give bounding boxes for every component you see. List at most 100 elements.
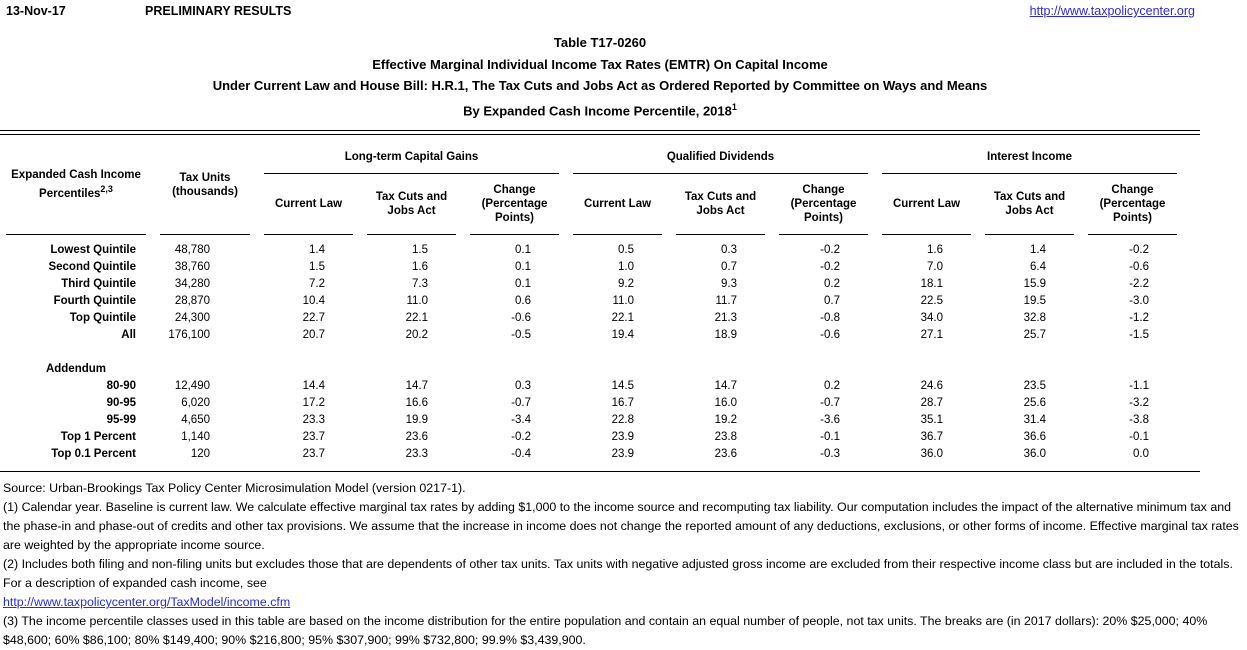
rate-cell: 28.7 bbox=[920, 397, 943, 410]
rate-cell: 0.0 bbox=[1133, 448, 1149, 461]
table-row: 80-90 12,490 14.4 14.7 0.3 14.5 14.7 0.2 24.6 23.… bbox=[6, 378, 1177, 395]
tax-units-cell bbox=[160, 361, 250, 378]
rate-cell: 1.5 bbox=[309, 261, 325, 274]
rate-cell: 19.4 bbox=[611, 329, 634, 342]
rate-cell: 14.7 bbox=[405, 380, 428, 393]
rate-cell: -0.5 bbox=[511, 329, 531, 342]
rate-cell: -0.2 bbox=[1129, 244, 1149, 257]
tax-units-cell: 12,490 bbox=[174, 380, 210, 393]
rate-cell bbox=[367, 361, 456, 378]
rate-cell: 1.4 bbox=[1030, 244, 1046, 257]
rate-cell: -3.8 bbox=[1129, 414, 1149, 427]
rate-cell: -1.5 bbox=[1129, 329, 1149, 342]
rate-cell: 20.2 bbox=[405, 329, 428, 342]
date-label: 13-Nov-17 bbox=[6, 4, 66, 18]
tax-units-cell: 1,140 bbox=[181, 431, 210, 444]
table-row: Third Quintile 34,280 7.2 7.3 0.1 9.2 9.3 0.2 18… bbox=[6, 276, 1177, 293]
rate-cell bbox=[676, 361, 765, 378]
rate-cell: -0.2 bbox=[511, 431, 531, 444]
rate-cell: 36.0 bbox=[920, 448, 943, 461]
row-label: 80-90 bbox=[106, 380, 136, 393]
rate-cell: 19.9 bbox=[405, 414, 428, 427]
tax-units-header-line1: Tax Units bbox=[179, 171, 231, 184]
interest-tcja-header: Tax Cuts and Jobs Act bbox=[985, 174, 1074, 236]
rate-cell: 21.3 bbox=[714, 312, 737, 325]
rate-cell: 22.5 bbox=[920, 295, 943, 308]
rate-cell: 23.7 bbox=[302, 431, 325, 444]
rate-cell: 16.0 bbox=[714, 397, 737, 410]
rate-cell: 0.2 bbox=[824, 380, 840, 393]
taxpolicycenter-link[interactable]: http://www.taxpolicycenter.org bbox=[1029, 4, 1195, 18]
table-number: Table T17-0260 bbox=[553, 35, 647, 50]
rate-cell: 0.1 bbox=[515, 278, 531, 291]
rate-cell: -0.1 bbox=[820, 431, 840, 444]
rate-cell: -0.6 bbox=[511, 312, 531, 325]
rate-cell: -0.7 bbox=[820, 397, 840, 410]
rate-cell: -3.2 bbox=[1129, 397, 1149, 410]
ltcg-change-header: Change (Percentage Points) bbox=[470, 174, 559, 236]
table-row bbox=[6, 344, 1177, 361]
qd-current-law-header: Current Law bbox=[573, 174, 662, 236]
tax-units-cell: 34,280 bbox=[174, 278, 210, 291]
tax-units-cell: 6,020 bbox=[181, 397, 210, 410]
rate-cell: 35.1 bbox=[920, 414, 943, 427]
sub-header-row: Current Law Tax Cuts and Jobs Act Change… bbox=[6, 174, 1177, 236]
tax-units-cell: 176,100 bbox=[168, 329, 210, 342]
section-label: Addendum bbox=[45, 363, 106, 376]
row-label: Second Quintile bbox=[48, 261, 136, 274]
rate-cell: 16.6 bbox=[405, 397, 428, 410]
rate-cell: -3.4 bbox=[511, 414, 531, 427]
rate-cell: 23.5 bbox=[1023, 380, 1046, 393]
income-definition-link[interactable]: http://www.taxpolicycenter.org/TaxModel/… bbox=[3, 595, 291, 610]
table-row: Top Quintile 24,300 22.7 22.1 -0.6 22.1 21.3 -0… bbox=[6, 310, 1177, 327]
row-label: 90-95 bbox=[106, 397, 136, 410]
interest-change-header: Change (Percentage Points) bbox=[1088, 174, 1177, 236]
title-block: Table T17-0260 Effective Marginal Indivi… bbox=[0, 32, 1200, 121]
rate-cell: 31.4 bbox=[1023, 414, 1046, 427]
rate-cell: 36.0 bbox=[1023, 448, 1046, 461]
rate-cell: 17.2 bbox=[302, 397, 325, 410]
rate-cell bbox=[573, 361, 662, 378]
row-label: 95-99 bbox=[106, 414, 136, 427]
row-label: Top 0.1 Percent bbox=[51, 448, 136, 461]
tax-units-cell: 24,300 bbox=[174, 312, 210, 325]
rate-cell: -0.4 bbox=[511, 448, 531, 461]
rate-cell: 11.7 bbox=[715, 295, 737, 308]
row-label: All bbox=[121, 329, 136, 342]
qd-change-header: Change (Percentage Points) bbox=[779, 174, 868, 236]
rate-cell: 23.3 bbox=[302, 414, 325, 427]
title-line-2: Effective Marginal Individual Income Tax… bbox=[372, 56, 828, 72]
rate-cell: 25.6 bbox=[1023, 397, 1046, 410]
rate-cell: 32.8 bbox=[1023, 312, 1046, 325]
rate-cell: 14.5 bbox=[611, 380, 634, 393]
rate-cell: 22.8 bbox=[611, 414, 634, 427]
rate-cell: 22.1 bbox=[611, 312, 634, 325]
rate-cell: 7.0 bbox=[927, 261, 943, 274]
row-label: Top 1 Percent bbox=[60, 431, 136, 444]
title-line-4-text: By Expanded Cash Income Percentile, 2018 bbox=[463, 102, 732, 118]
ltcg-tcja-header: Tax Cuts and Jobs Act bbox=[367, 174, 456, 236]
rate-cell: -0.8 bbox=[820, 312, 840, 325]
rate-cell: 11.0 bbox=[612, 295, 634, 308]
group-header-qualified-dividends: Qualified Dividends bbox=[573, 135, 868, 175]
table-bottom-rule bbox=[0, 471, 1200, 473]
rate-cell bbox=[264, 361, 353, 378]
rate-cell: 23.9 bbox=[611, 448, 634, 461]
rate-cell: -0.2 bbox=[820, 244, 840, 257]
rate-cell: 23.8 bbox=[714, 431, 737, 444]
emtr-table: Expanded Cash Income Percentiles2,3 Tax … bbox=[0, 135, 1191, 463]
rate-cell bbox=[779, 361, 868, 378]
rate-cell bbox=[470, 361, 559, 378]
rate-cell: -0.6 bbox=[820, 329, 840, 342]
tax-units-cell: 48,780 bbox=[174, 244, 210, 257]
stub-header-line2-text: Percentiles bbox=[39, 188, 101, 201]
top-bar: 13-Nov-17 PRELIMINARY RESULTS http://www… bbox=[0, 0, 1247, 24]
rate-cell: 36.7 bbox=[920, 431, 943, 444]
interest-current-law-header: Current Law bbox=[882, 174, 971, 236]
source-note: Source: Urban-Brookings Tax Policy Cente… bbox=[3, 481, 466, 496]
rate-cell: 0.5 bbox=[618, 244, 634, 257]
rate-cell bbox=[1088, 361, 1177, 378]
table-row: 95-99 4,650 23.3 19.9 -3.4 22.8 19.2 -3.6 35.1 31… bbox=[6, 412, 1177, 429]
rate-cell: 19.5 bbox=[1023, 295, 1046, 308]
